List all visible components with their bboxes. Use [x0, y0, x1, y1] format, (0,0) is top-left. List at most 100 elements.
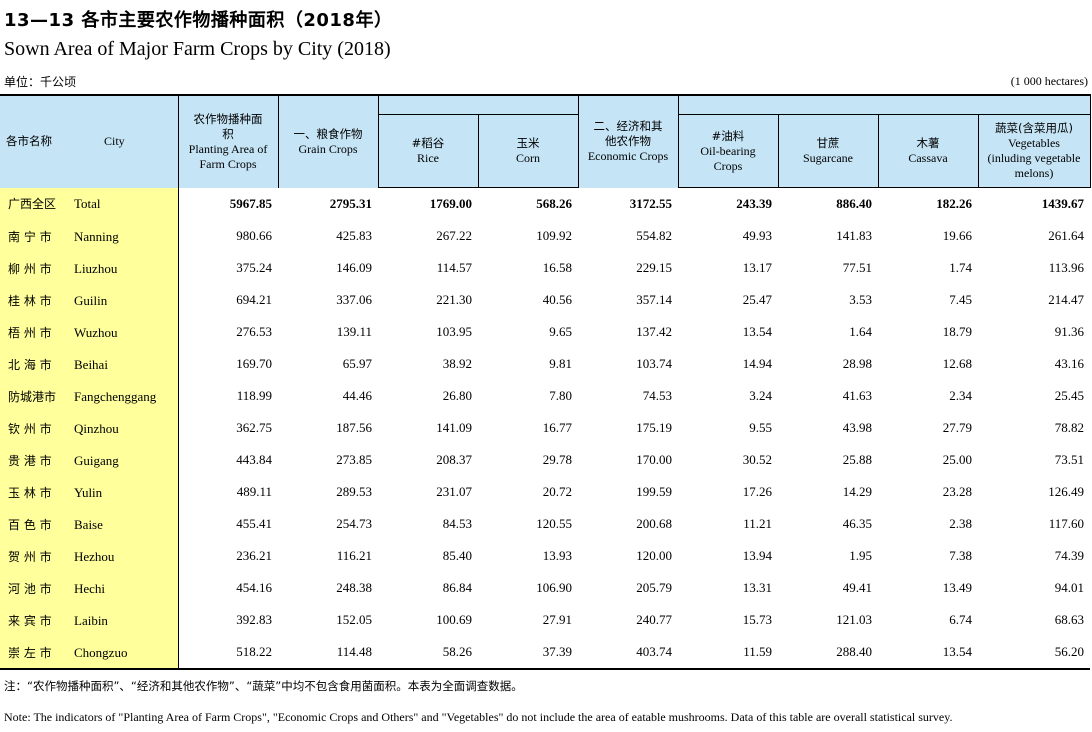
header-oil-en: Oil-bearing Crops [700, 143, 756, 173]
table-row: 河 池 市 Hechi 454.16 248.38 86.84 106.90 205.79 1… [0, 572, 1090, 604]
table-row: 梧 州 市 Wuzhou 276.53 139.11 103.95 9.65 137.42 1… [0, 316, 1090, 348]
city-name-en: Guigang [74, 452, 119, 468]
cell-cassava: 27.79 [942, 420, 972, 435]
cell-grain: 337.06 [336, 292, 372, 307]
cell-economic: 120.00 [636, 548, 672, 563]
cell-cassava: 13.49 [942, 580, 972, 595]
cell-sugarcane: 1.64 [849, 324, 872, 339]
city-cell: 梧 州 市 Wuzhou [0, 316, 179, 348]
cell-cassava: 2.34 [949, 388, 972, 403]
cell-economic: 403.74 [578, 636, 678, 670]
unit-label-cn: 单位：千公顷 [4, 75, 77, 89]
cell-planting: 455.41 [236, 516, 272, 531]
cell-grain: 116.21 [336, 548, 372, 563]
cell-planting: 169.70 [236, 356, 272, 371]
city-name-cn: 防城港市 [8, 389, 57, 404]
city-name-en: Hechi [74, 580, 106, 596]
city-name-en: Chongzuo [74, 644, 128, 660]
cell-sugarcane: 121.03 [836, 612, 872, 627]
city-name-en: Laibin [74, 612, 108, 628]
city-name-cn: 广西全区 [8, 197, 57, 212]
table-row: 桂 林 市 Guilin 694.21 337.06 221.30 40.56 357.14… [0, 284, 1090, 316]
city-name-cn: 玉 林 市 [8, 485, 52, 500]
cell-economic: 170.00 [636, 452, 672, 467]
city-name-cn: 贺 州 市 [8, 549, 52, 564]
cell-economic: 199.59 [636, 484, 672, 499]
cell-corn: 109.92 [536, 228, 572, 243]
header-vegetables-cn: 蔬菜(含菜用瓜) [995, 121, 1073, 135]
cell-oil: 13.17 [742, 260, 772, 275]
header-vegetables-en: Vegetables (inluding vegetable melons) [987, 136, 1081, 180]
cell-oil: 14.94 [742, 356, 772, 371]
cell-oil: 9.55 [749, 420, 772, 435]
unit-label-en: (1 000 hectares) [1010, 74, 1088, 88]
cell-planting: 518.22 [178, 636, 278, 670]
cell-rice: 84.53 [442, 516, 472, 531]
header-corn-cn: 玉米 [516, 136, 540, 150]
cell-rice: 267.22 [436, 228, 472, 243]
table-row: 广西全区 Total 5967.85 2795.31 1769.00 568.26 3172… [0, 187, 1090, 220]
cell-planting: 980.66 [236, 228, 272, 243]
header-economic-cn: 二、经济和其他农作物 [593, 119, 663, 149]
city-name-cn: 北 海 市 [8, 357, 52, 372]
city-name-cn: 河 池 市 [8, 581, 52, 596]
cell-grain: 425.83 [336, 228, 372, 243]
header-rice: #稻谷 Rice [377, 114, 479, 188]
header-planting: 农作物播种面积 Planting Area of Farm Crops [177, 94, 279, 188]
header-city-cn: 各市名称 [6, 134, 52, 149]
city-name-en: Fangchenggang [74, 388, 157, 404]
header-sugarcane-cn: 甘蔗 [816, 136, 840, 150]
city-cell: 贺 州 市 Hezhou [0, 540, 179, 572]
cell-sugarcane: 1.95 [849, 548, 872, 563]
city-name-en: Total [74, 196, 101, 212]
cell-grain: 152.05 [336, 612, 372, 627]
cell-grain: 273.85 [336, 452, 372, 467]
cell-corn: 7.80 [549, 388, 572, 403]
cell-sugarcane: 141.83 [836, 228, 872, 243]
cell-sugarcane: 77.51 [842, 260, 872, 275]
cell-rice: 86.84 [442, 580, 472, 595]
cell-oil: 30.52 [742, 452, 772, 467]
cell-planting: 694.21 [236, 292, 272, 307]
cell-economic: 205.79 [636, 580, 672, 595]
table-body: 广西全区 Total 5967.85 2795.31 1769.00 568.26 3172… [0, 187, 1090, 670]
header-cassava: 木薯 Cassava [877, 114, 979, 188]
city-cell: 崇 左 市 Chongzuo [0, 636, 179, 670]
cell-grain: 139.11 [336, 324, 372, 339]
cell-planting: 276.53 [236, 324, 272, 339]
table-row: 来 宾 市 Laibin 392.83 152.05 100.69 27.91 240.77… [0, 604, 1090, 636]
table-title-cn: 13—13 各市主要农作物播种面积（2018年） [4, 10, 393, 31]
cell-cassava: 19.66 [942, 228, 972, 243]
cell-cassava: 23.28 [942, 484, 972, 499]
cell-sugarcane: 288.40 [778, 636, 878, 670]
cell-cassava: 6.74 [949, 612, 972, 627]
city-cell: 百 色 市 Baise [0, 508, 179, 540]
cell-planting: 443.84 [236, 452, 272, 467]
cell-grain: 114.48 [278, 636, 378, 670]
header-grain-cn: 一、粮食作物 [293, 126, 363, 141]
cell-corn: 29.78 [542, 452, 572, 467]
cell-planting: 375.24 [236, 260, 272, 275]
cell-vegetables: 25.45 [1054, 388, 1084, 403]
header-grain-sub-blank [377, 94, 579, 115]
cell-rice: 103.95 [436, 324, 472, 339]
table-row: 百 色 市 Baise 455.41 254.73 84.53 120.55 200.68 1… [0, 508, 1090, 540]
header-grain-en: Grain Crops [298, 141, 358, 156]
cell-cassava: 1.74 [949, 260, 972, 275]
cell-sugarcane: 3.53 [849, 292, 872, 307]
cell-grain: 65.97 [342, 356, 372, 371]
cell-corn: 16.58 [542, 260, 572, 275]
cell-sugarcane: 46.35 [842, 516, 872, 531]
header-city: 各市名称 City [0, 94, 179, 188]
city-name-en: Guilin [74, 292, 108, 308]
cell-sugarcane: 49.41 [842, 580, 872, 595]
city-cell: 柳 州 市 Liuzhou [0, 252, 179, 284]
header-sugarcane-en: Sugarcane [803, 151, 853, 165]
header-vegetables: 蔬菜(含菜用瓜) Vegetables (inluding vegetable … [977, 114, 1091, 188]
cell-cassava: 2.38 [949, 516, 972, 531]
cell-vegetables: 214.47 [1048, 292, 1084, 307]
cell-vegetables: 94.01 [1054, 580, 1084, 595]
city-cell: 防城港市 Fangchenggang [0, 380, 179, 412]
cell-vegetables: 73.51 [1054, 452, 1084, 467]
cell-grain: 44.46 [342, 388, 372, 403]
